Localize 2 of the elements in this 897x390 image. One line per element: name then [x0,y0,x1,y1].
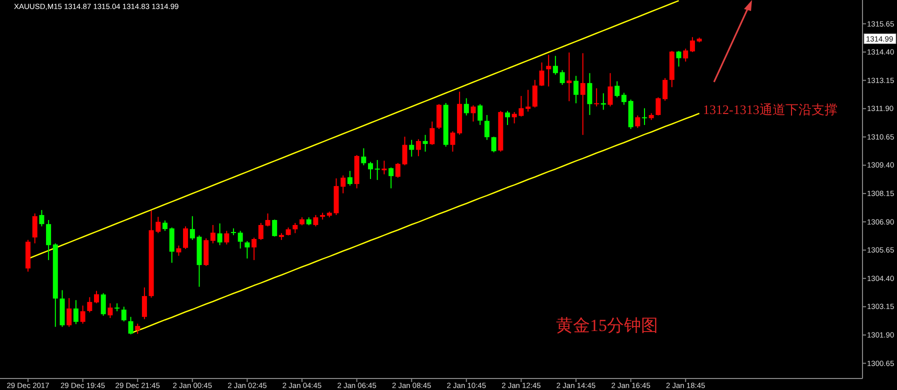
text: 1312-1313通道下沿支撑 [703,102,838,117]
annotation: 黄金15分钟图 [556,316,658,335]
